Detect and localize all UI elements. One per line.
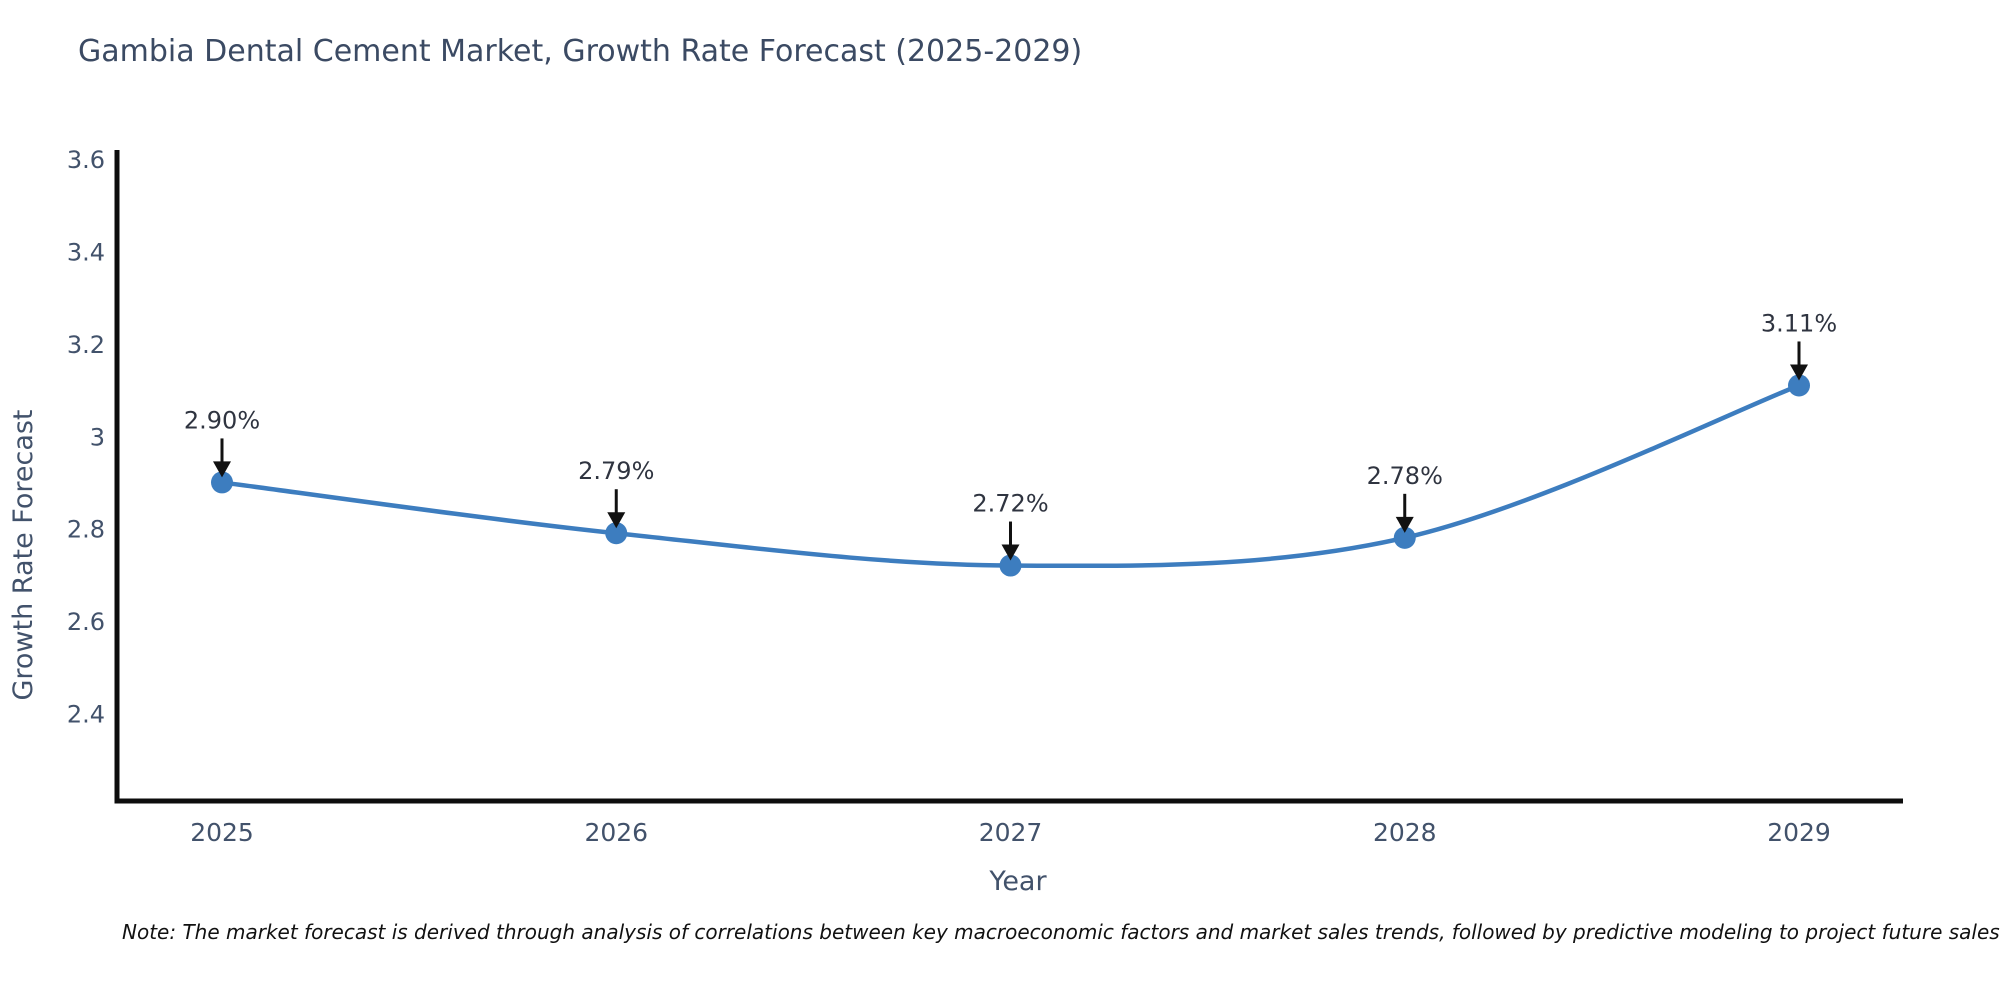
point-label: 2.79% [578,457,654,485]
annotation-arrowhead [1790,364,1808,381]
annotation-arrowhead [1001,544,1020,561]
point-label: 3.11% [1761,309,1837,337]
y-tick-label: 3.6 [67,146,105,174]
data-point-2025[interactable] [211,471,233,494]
data-point-2028[interactable] [1393,526,1416,549]
y-tick-label: 3.2 [67,331,105,359]
footnote: Note: The market forecast is derived thr… [122,920,2000,944]
y-tick-label: 3.4 [67,239,105,267]
point-label: 2.90% [184,406,260,434]
annotation-arrowhead [213,461,231,478]
x-tick-label: 2025 [190,818,254,847]
data-point-2029[interactable] [1788,374,1810,397]
y-tick-label: 2.4 [67,700,105,728]
y-tick-label: 3 [90,423,105,451]
annotation-arrowhead [607,512,626,529]
data-point-2027[interactable] [999,554,1022,577]
x-tick-label: 2028 [1373,818,1437,847]
x-tick-label: 2029 [1767,818,1831,847]
data-point-2026[interactable] [605,522,628,545]
y-tick-label: 2.8 [67,516,105,544]
y-tick-label: 2.6 [67,608,105,636]
point-label: 2.72% [972,490,1048,518]
annotation-arrowhead [1395,516,1414,533]
x-tick-label: 2026 [584,818,648,847]
x-tick-label: 2027 [979,818,1043,847]
chart-title: Gambia Dental Cement Market, Growth Rate… [78,34,1083,69]
x-axis-title: Year [988,866,1047,897]
point-label: 2.78% [1367,462,1443,490]
y-axis-title: Growth Rate Forecast [8,409,39,700]
